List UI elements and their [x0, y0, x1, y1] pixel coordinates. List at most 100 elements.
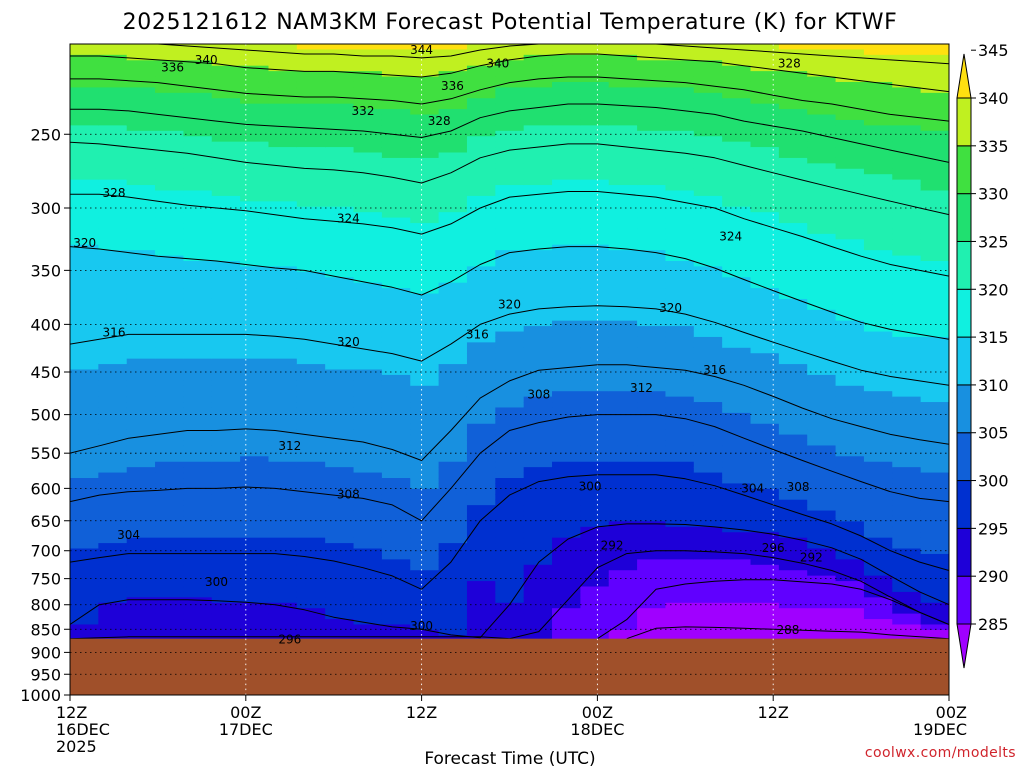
theta-cell — [523, 472, 553, 479]
theta-cell — [920, 440, 949, 447]
theta-cell — [325, 553, 355, 560]
theta-cell — [920, 71, 949, 78]
theta-cell — [807, 179, 837, 186]
theta-cell — [296, 369, 326, 376]
theta-cell — [268, 271, 298, 278]
theta-cell — [523, 223, 553, 230]
theta-cell — [381, 255, 411, 262]
theta-cell — [466, 581, 496, 588]
theta-cell — [637, 342, 667, 349]
theta-cell — [835, 624, 865, 631]
theta-cell — [580, 71, 610, 78]
theta-cell — [665, 374, 695, 381]
theta-cell — [268, 174, 298, 181]
theta-cell — [155, 418, 185, 425]
theta-cell — [296, 499, 326, 506]
theta-cell — [381, 488, 411, 495]
theta-cell — [552, 76, 581, 83]
theta-cell — [155, 521, 185, 528]
theta-cell — [608, 92, 638, 99]
theta-cell — [637, 92, 667, 99]
theta-cell — [211, 271, 241, 278]
theta-cell — [183, 440, 213, 447]
theta-cell — [778, 597, 808, 604]
theta-cell — [750, 228, 780, 235]
theta-cell — [296, 212, 326, 219]
theta-cell — [637, 195, 667, 202]
theta-cell — [98, 185, 128, 192]
theta-cell — [863, 136, 893, 143]
theta-cell — [637, 532, 667, 539]
theta-cell — [126, 445, 156, 452]
theta-cell — [665, 510, 695, 517]
theta-cell — [778, 239, 808, 246]
theta-cell — [70, 440, 99, 447]
theta-cell — [410, 87, 440, 94]
theta-cell — [665, 336, 695, 343]
theta-cell — [807, 358, 837, 365]
theta-cell — [722, 336, 752, 343]
theta-cell — [552, 87, 581, 94]
theta-cell — [438, 586, 468, 593]
theta-cell — [750, 157, 780, 164]
theta-cell — [807, 591, 837, 598]
theta-cell — [466, 331, 496, 338]
theta-cell — [98, 347, 128, 354]
theta-cell — [495, 293, 525, 300]
theta-cell — [98, 157, 128, 164]
theta-cell — [466, 223, 496, 230]
theta-cell — [126, 125, 156, 132]
theta-cell — [381, 505, 411, 512]
theta-cell — [325, 488, 355, 495]
theta-cell — [183, 179, 213, 186]
theta-cell — [381, 521, 411, 528]
theta-cell — [608, 461, 638, 468]
theta-cell — [778, 141, 808, 148]
theta-cell — [807, 608, 837, 615]
theta-cell — [211, 515, 241, 522]
theta-cell — [466, 396, 496, 403]
theta-cell — [268, 396, 298, 403]
theta-cell — [750, 136, 780, 143]
y-tick-label: 800 — [30, 596, 61, 615]
theta-cell — [722, 396, 752, 403]
theta-cell — [495, 581, 525, 588]
theta-cell — [693, 385, 723, 392]
theta-cell — [211, 597, 241, 604]
theta-cell — [98, 331, 128, 338]
theta-cell — [693, 467, 723, 474]
theta-cell — [523, 250, 553, 257]
theta-cell — [920, 185, 949, 192]
theta-cell — [863, 358, 893, 365]
theta-cell — [778, 635, 808, 642]
theta-cell — [580, 315, 610, 322]
theta-cell — [807, 624, 837, 631]
theta-cell — [438, 412, 468, 419]
theta-cell — [410, 532, 440, 539]
theta-cell — [211, 472, 241, 479]
theta-cell — [211, 532, 241, 539]
theta-cell — [98, 635, 128, 642]
theta-cell — [892, 331, 922, 338]
theta-cell — [98, 315, 128, 322]
theta-cell — [750, 195, 780, 202]
theta-cell — [665, 320, 695, 327]
theta-cell — [381, 212, 411, 219]
theta-cell — [240, 228, 270, 235]
theta-cell — [466, 483, 496, 490]
theta-cell — [835, 109, 865, 116]
theta-cell — [693, 163, 723, 170]
theta-cell — [325, 320, 355, 327]
theta-cell — [750, 141, 780, 148]
theta-cell — [778, 499, 808, 506]
theta-cell — [410, 293, 440, 300]
theta-cell — [325, 87, 355, 94]
theta-cell — [438, 553, 468, 560]
theta-cell — [268, 212, 298, 219]
theta-cell — [665, 44, 695, 51]
theta-cell — [835, 440, 865, 447]
theta-cell — [608, 591, 638, 598]
theta-cell — [665, 635, 695, 642]
theta-cell — [466, 456, 496, 463]
theta-cell — [353, 526, 383, 533]
